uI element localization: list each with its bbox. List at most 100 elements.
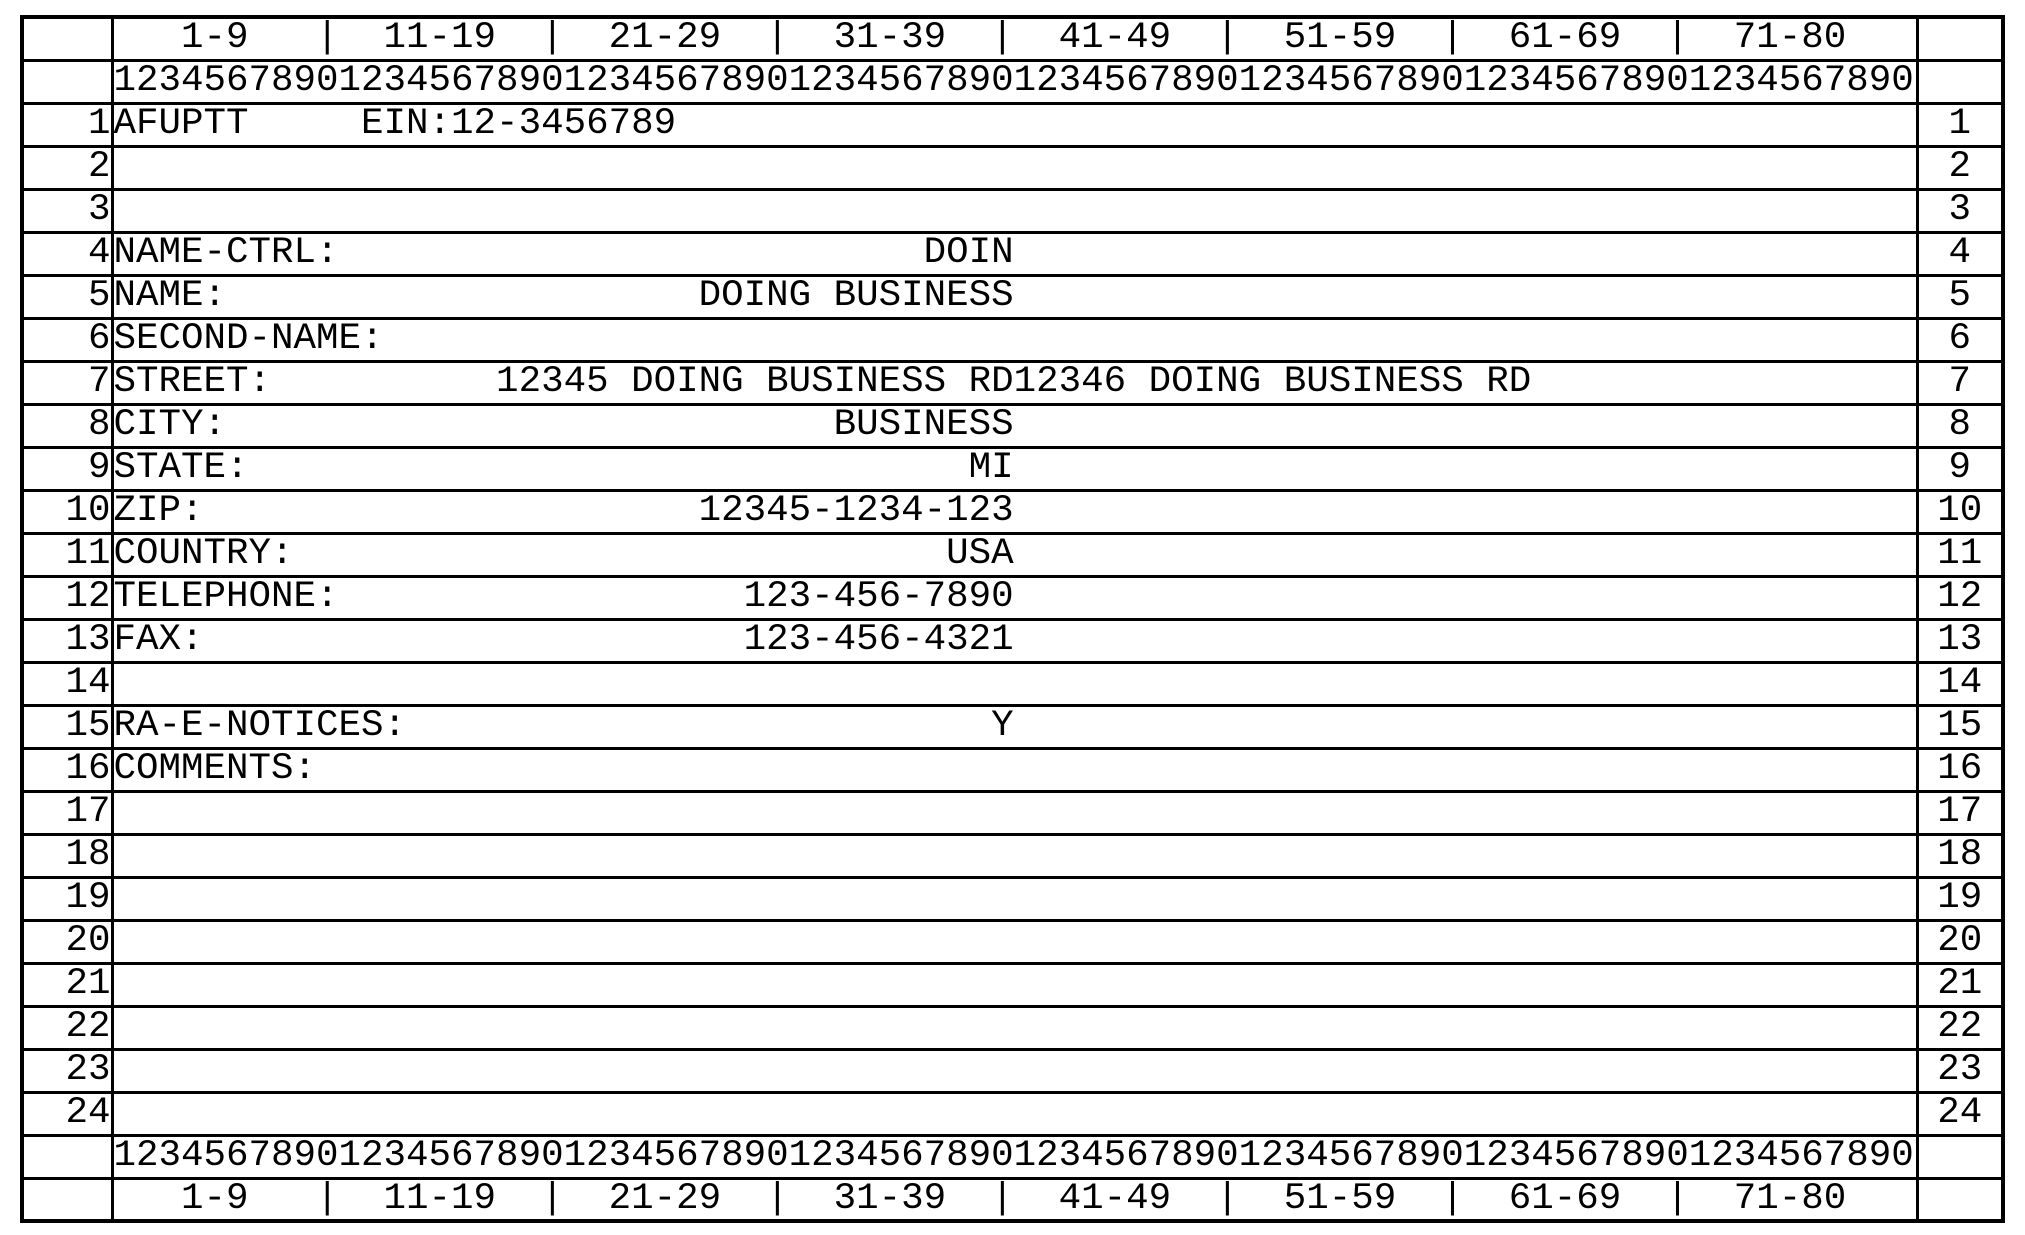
table-row: 4 NAME-CTRL: DOIN 4 xyxy=(20,230,2005,277)
row-number-right: 5 xyxy=(1915,273,2005,320)
row-number-right: 22 xyxy=(1915,1004,2005,1051)
table-row: 5 NAME: DOING BUSINESS 5 xyxy=(20,273,2005,320)
row-number-left: 3 xyxy=(20,187,114,234)
row-number-right: 10 xyxy=(1915,488,2005,535)
corner-cell xyxy=(1915,1133,2005,1180)
row-number-left: 1 xyxy=(20,101,114,148)
table-row: 22 22 xyxy=(20,1004,2005,1051)
table-row: 16 COMMENTS: 16 xyxy=(20,746,2005,793)
row-content: ZIP: 12345-1234-123 xyxy=(110,488,1919,535)
column-ranges-bottom: 1-9 | 11-19 | 21-29 | 31-39 | 41-49 | 51… xyxy=(110,1176,1919,1223)
row-content: FAX: 123-456-4321 xyxy=(110,617,1919,664)
row-number-left: 23 xyxy=(20,1047,114,1094)
table-row: 15 RA-E-NOTICES: Y 15 xyxy=(20,703,2005,750)
table-row: 20 20 xyxy=(20,918,2005,965)
row-content: TELEPHONE: 123-456-7890 xyxy=(110,574,1919,621)
row-number-left: 24 xyxy=(20,1090,114,1137)
row-number-left: 8 xyxy=(20,402,114,449)
row-content: SECOND-NAME: xyxy=(110,316,1919,363)
row-number-left: 13 xyxy=(20,617,114,664)
row-content xyxy=(110,789,1919,836)
table-row: 21 21 xyxy=(20,961,2005,1008)
row-content xyxy=(110,1090,1919,1137)
row-content: AFUPTT EIN:12-3456789 xyxy=(110,101,1919,148)
row-content: NAME-CTRL: DOIN xyxy=(110,230,1919,277)
corner-cell xyxy=(20,1133,114,1180)
table-row: 23 23 xyxy=(20,1047,2005,1094)
row-content xyxy=(110,875,1919,922)
corner-cell xyxy=(1915,1176,2005,1223)
row-number-right: 13 xyxy=(1915,617,2005,664)
row-number-right: 14 xyxy=(1915,660,2005,707)
row-number-left: 10 xyxy=(20,488,114,535)
row-number-left: 21 xyxy=(20,961,114,1008)
table-row: 18 18 xyxy=(20,832,2005,879)
table-row: 12 TELEPHONE: 123-456-7890 12 xyxy=(20,574,2005,621)
row-number-right: 3 xyxy=(1915,187,2005,234)
corner-cell xyxy=(1915,15,2005,62)
row-content xyxy=(110,660,1919,707)
table-row: 2 2 xyxy=(20,144,2005,191)
row-number-left: 11 xyxy=(20,531,114,578)
row-number-left: 5 xyxy=(20,273,114,320)
row-content: STATE: MI xyxy=(110,445,1919,492)
row-number-right: 16 xyxy=(1915,746,2005,793)
row-content xyxy=(110,832,1919,879)
row-content xyxy=(110,918,1919,965)
row-number-left: 22 xyxy=(20,1004,114,1051)
table-row: 1 AFUPTT EIN:12-3456789 1 xyxy=(20,101,2005,148)
row-number-left: 2 xyxy=(20,144,114,191)
row-content: COUNTRY: USA xyxy=(110,531,1919,578)
corner-cell xyxy=(20,1176,114,1223)
table-row: 3 3 xyxy=(20,187,2005,234)
row-content xyxy=(110,961,1919,1008)
row-number-right: 1 xyxy=(1915,101,2005,148)
row-number-left: 19 xyxy=(20,875,114,922)
row-number-right: 21 xyxy=(1915,961,2005,1008)
ruler-row-bottom: 1234567890123456789012345678901234567890… xyxy=(20,1133,2005,1180)
table-row: 24 24 xyxy=(20,1090,2005,1137)
row-number-left: 18 xyxy=(20,832,114,879)
table-row: 17 17 xyxy=(20,789,2005,836)
corner-cell xyxy=(20,15,114,62)
column-ruler-top: 1234567890123456789012345678901234567890… xyxy=(110,58,1919,105)
row-content xyxy=(110,187,1919,234)
table-row: 19 19 xyxy=(20,875,2005,922)
row-number-right: 9 xyxy=(1915,445,2005,492)
row-number-right: 2 xyxy=(1915,144,2005,191)
row-number-right: 18 xyxy=(1915,832,2005,879)
ruler-row-top: 1234567890123456789012345678901234567890… xyxy=(20,58,2005,105)
row-content: NAME: DOING BUSINESS xyxy=(110,273,1919,320)
row-number-right: 8 xyxy=(1915,402,2005,449)
row-number-left: 15 xyxy=(20,703,114,750)
row-number-left: 20 xyxy=(20,918,114,965)
row-number-left: 6 xyxy=(20,316,114,363)
column-header-row-bottom: 1-9 | 11-19 | 21-29 | 31-39 | 41-49 | 51… xyxy=(20,1176,2005,1223)
row-number-right: 17 xyxy=(1915,789,2005,836)
row-number-left: 4 xyxy=(20,230,114,277)
row-number-left: 12 xyxy=(20,574,114,621)
row-content xyxy=(110,1047,1919,1094)
column-ruler-bottom: 1234567890123456789012345678901234567890… xyxy=(110,1133,1919,1180)
screen-grid: 1-9 | 11-19 | 21-29 | 31-39 | 41-49 | 51… xyxy=(20,15,2005,1223)
row-number-left: 7 xyxy=(20,359,114,406)
row-number-right: 24 xyxy=(1915,1090,2005,1137)
corner-cell xyxy=(1915,58,2005,105)
table-row: 11 COUNTRY: USA 11 xyxy=(20,531,2005,578)
row-number-right: 23 xyxy=(1915,1047,2005,1094)
table-row: 13 FAX: 123-456-4321 13 xyxy=(20,617,2005,664)
row-number-right: 19 xyxy=(1915,875,2005,922)
row-number-left: 16 xyxy=(20,746,114,793)
row-content xyxy=(110,144,1919,191)
row-number-left: 17 xyxy=(20,789,114,836)
row-content: CITY: BUSINESS xyxy=(110,402,1919,449)
row-number-right: 4 xyxy=(1915,230,2005,277)
row-number-right: 11 xyxy=(1915,531,2005,578)
row-number-right: 15 xyxy=(1915,703,2005,750)
table-row: 8 CITY: BUSINESS 8 xyxy=(20,402,2005,449)
column-header-row-top: 1-9 | 11-19 | 21-29 | 31-39 | 41-49 | 51… xyxy=(20,15,2005,62)
table-row: 14 14 xyxy=(20,660,2005,707)
corner-cell xyxy=(20,58,114,105)
table-row: 7 STREET: 12345 DOING BUSINESS RD12346 D… xyxy=(20,359,2005,406)
